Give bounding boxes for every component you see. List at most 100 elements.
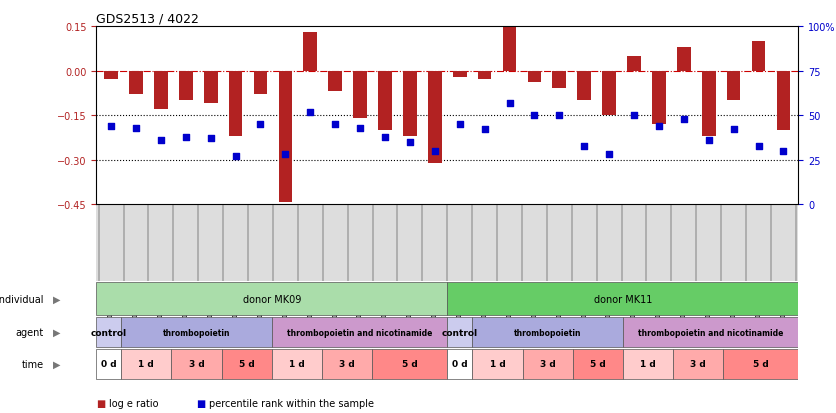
Text: log e ratio: log e ratio [109, 398, 158, 408]
Bar [777, 71, 790, 131]
Bar [96, 349, 121, 379]
Bar [204, 71, 217, 104]
Point [379, 134, 392, 140]
Point [254, 121, 268, 128]
Point [354, 125, 367, 132]
Point [179, 134, 192, 140]
Text: individual: individual [0, 294, 43, 304]
Text: thrombopoietin and nicotinamide: thrombopoietin and nicotinamide [287, 328, 432, 337]
Bar [723, 349, 798, 379]
Point [777, 148, 790, 155]
Text: control: control [441, 328, 478, 337]
Point [154, 138, 167, 144]
Bar [222, 349, 272, 379]
Text: control: control [90, 328, 127, 337]
Bar [702, 71, 716, 137]
Point [329, 121, 342, 128]
Bar [623, 349, 673, 379]
Point [528, 113, 541, 119]
Text: donor MK09: donor MK09 [242, 294, 301, 304]
Text: 3 d: 3 d [189, 360, 204, 368]
Text: 1 d: 1 d [490, 360, 505, 368]
Text: 5 d: 5 d [402, 360, 417, 368]
Bar [278, 71, 293, 202]
Text: ▶: ▶ [53, 359, 60, 369]
Bar [447, 283, 798, 315]
Text: 5 d: 5 d [239, 360, 254, 368]
Text: 0 d: 0 d [452, 360, 467, 368]
Text: donor MK11: donor MK11 [594, 294, 652, 304]
Text: 5 d: 5 d [753, 360, 768, 368]
Text: 3 d: 3 d [540, 360, 555, 368]
Bar [329, 71, 342, 92]
Point [303, 109, 317, 116]
Bar [553, 71, 566, 89]
Text: 5 d: 5 d [590, 360, 605, 368]
Bar [528, 71, 541, 83]
Bar [303, 33, 317, 71]
Point [603, 152, 616, 159]
Point [652, 123, 665, 130]
Bar [154, 71, 168, 110]
Bar [253, 71, 268, 95]
Bar [96, 283, 447, 315]
Bar [96, 318, 121, 347]
Bar [171, 349, 222, 379]
Point [702, 138, 716, 144]
Bar [627, 57, 641, 71]
Bar [602, 71, 616, 116]
Point [403, 139, 416, 146]
Point [502, 100, 516, 107]
Point [104, 123, 118, 130]
Text: 1 d: 1 d [139, 360, 154, 368]
Bar [129, 71, 143, 95]
Bar [573, 349, 623, 379]
Bar [272, 318, 447, 347]
Bar [472, 318, 623, 347]
Bar [378, 71, 392, 131]
Bar [272, 349, 322, 379]
Bar [229, 71, 242, 137]
Text: thrombopoietin: thrombopoietin [163, 328, 230, 337]
Point [278, 152, 292, 159]
Point [677, 116, 691, 123]
Point [627, 113, 640, 119]
Text: ▶: ▶ [53, 294, 60, 304]
Point [428, 148, 441, 155]
Bar [372, 349, 447, 379]
Text: 1 d: 1 d [640, 360, 655, 368]
Bar [428, 71, 441, 164]
Point [130, 125, 143, 132]
Text: ▶: ▶ [53, 327, 60, 337]
Text: time: time [22, 359, 43, 369]
Text: 3 d: 3 d [339, 360, 354, 368]
Text: ■: ■ [96, 398, 105, 408]
Bar [121, 318, 272, 347]
Bar [677, 47, 691, 71]
Bar [447, 349, 472, 379]
Text: thrombopoietin and nicotinamide: thrombopoietin and nicotinamide [638, 328, 783, 337]
Bar [453, 71, 466, 77]
Point [453, 121, 466, 128]
Bar [179, 71, 192, 101]
Bar [447, 318, 472, 347]
Text: ■: ■ [196, 398, 206, 408]
Text: agent: agent [15, 327, 43, 337]
Text: 3 d: 3 d [691, 360, 706, 368]
Point [229, 154, 242, 160]
Bar [104, 71, 118, 80]
Bar [121, 349, 171, 379]
Point [752, 143, 765, 150]
Bar [752, 42, 766, 71]
Bar [623, 318, 798, 347]
Text: 0 d: 0 d [101, 360, 116, 368]
Bar [477, 71, 492, 80]
Point [578, 143, 591, 150]
Text: 1 d: 1 d [289, 360, 304, 368]
Bar [578, 71, 591, 101]
Bar [354, 71, 367, 119]
Bar [502, 27, 517, 71]
Bar [522, 349, 573, 379]
Point [204, 136, 217, 142]
Point [553, 113, 566, 119]
